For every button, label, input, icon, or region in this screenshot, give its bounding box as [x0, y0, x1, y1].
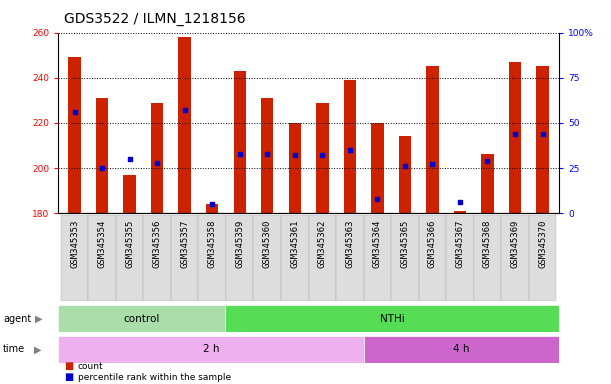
- Text: NTHi: NTHi: [379, 314, 404, 324]
- Point: [70, 109, 79, 115]
- Text: GSM345358: GSM345358: [208, 219, 217, 268]
- Text: GSM345359: GSM345359: [235, 219, 244, 268]
- Bar: [96, 98, 108, 213]
- Bar: [254, 215, 281, 301]
- Text: percentile rank within the sample: percentile rank within the sample: [78, 373, 231, 382]
- Bar: [446, 215, 474, 301]
- Text: GSM345366: GSM345366: [428, 219, 437, 268]
- Point: [152, 159, 162, 166]
- Text: GSM345362: GSM345362: [318, 219, 327, 268]
- Text: count: count: [78, 362, 103, 371]
- Point: [290, 152, 299, 159]
- Point: [180, 107, 189, 113]
- Bar: [178, 37, 191, 213]
- Text: GSM345368: GSM345368: [483, 219, 492, 268]
- Text: GSM345370: GSM345370: [538, 219, 547, 268]
- Bar: [171, 215, 199, 301]
- Bar: [336, 215, 364, 301]
- Point: [373, 195, 382, 202]
- Text: ■: ■: [64, 361, 73, 371]
- Bar: [399, 136, 411, 213]
- Bar: [316, 103, 329, 213]
- Point: [97, 165, 107, 171]
- Bar: [233, 71, 246, 213]
- Point: [262, 151, 272, 157]
- Bar: [536, 66, 549, 213]
- Text: GSM345353: GSM345353: [70, 219, 79, 268]
- Text: control: control: [123, 314, 159, 324]
- Bar: [309, 215, 336, 301]
- Bar: [419, 215, 446, 301]
- Bar: [68, 58, 81, 213]
- Bar: [426, 66, 439, 213]
- Bar: [454, 211, 466, 213]
- Bar: [391, 215, 419, 301]
- Bar: [474, 215, 501, 301]
- Point: [318, 152, 327, 159]
- Text: GSM345355: GSM345355: [125, 219, 134, 268]
- Text: GSM345356: GSM345356: [153, 219, 162, 268]
- Text: ▶: ▶: [35, 314, 43, 324]
- Text: GSM345365: GSM345365: [400, 219, 409, 268]
- Text: 4 h: 4 h: [453, 344, 470, 354]
- Text: ■: ■: [64, 372, 73, 382]
- Text: GSM345363: GSM345363: [345, 219, 354, 268]
- Bar: [261, 98, 274, 213]
- Point: [510, 131, 520, 137]
- Text: GSM345361: GSM345361: [290, 219, 299, 268]
- Point: [235, 151, 244, 157]
- Text: agent: agent: [3, 314, 31, 324]
- Text: GDS3522 / ILMN_1218156: GDS3522 / ILMN_1218156: [64, 12, 246, 25]
- Bar: [58, 305, 225, 332]
- Point: [400, 163, 410, 169]
- Bar: [288, 123, 301, 213]
- Text: GSM345369: GSM345369: [511, 219, 519, 268]
- Bar: [58, 336, 364, 363]
- Point: [125, 156, 134, 162]
- Point: [207, 201, 217, 207]
- Point: [345, 147, 355, 153]
- Text: GSM345364: GSM345364: [373, 219, 382, 268]
- Bar: [89, 215, 116, 301]
- Bar: [226, 215, 254, 301]
- Point: [483, 158, 492, 164]
- Bar: [199, 215, 226, 301]
- Bar: [509, 62, 521, 213]
- Bar: [151, 103, 163, 213]
- Text: GSM345367: GSM345367: [455, 219, 464, 268]
- Bar: [281, 215, 309, 301]
- Bar: [364, 336, 559, 363]
- Bar: [371, 123, 384, 213]
- Bar: [61, 215, 89, 301]
- Bar: [364, 215, 391, 301]
- Text: GSM345354: GSM345354: [98, 219, 106, 268]
- Bar: [225, 305, 559, 332]
- Bar: [123, 175, 136, 213]
- Bar: [529, 215, 556, 301]
- Text: GSM345360: GSM345360: [263, 219, 272, 268]
- Bar: [481, 154, 494, 213]
- Bar: [343, 80, 356, 213]
- Bar: [144, 215, 171, 301]
- Point: [538, 131, 547, 137]
- Bar: [501, 215, 529, 301]
- Text: 2 h: 2 h: [203, 344, 219, 354]
- Text: GSM345357: GSM345357: [180, 219, 189, 268]
- Bar: [116, 215, 144, 301]
- Text: time: time: [3, 344, 25, 354]
- Point: [428, 161, 437, 167]
- Bar: [206, 204, 218, 213]
- Point: [455, 199, 465, 205]
- Text: ▶: ▶: [34, 344, 41, 354]
